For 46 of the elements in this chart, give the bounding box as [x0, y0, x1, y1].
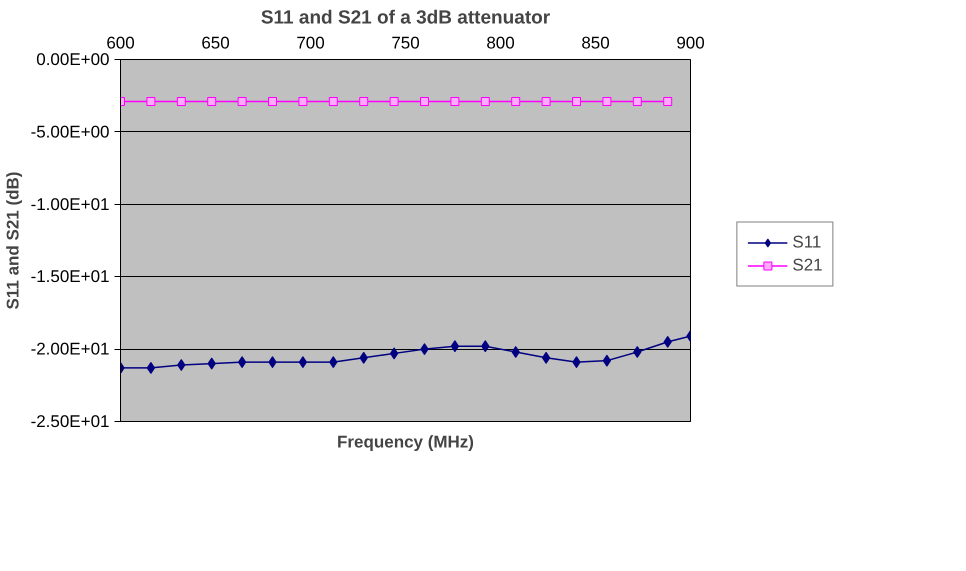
point [542, 352, 550, 364]
y-tick-label: -2.50E+01 [30, 412, 110, 431]
point [390, 347, 398, 360]
x-tick-label: 700 [296, 34, 325, 52]
point [238, 96, 247, 106]
y-tick-label: -5.00E+00 [30, 122, 110, 142]
point [298, 356, 308, 368]
y-tick-label: 0.00E+00 [36, 50, 110, 69]
point [207, 96, 216, 106]
point [632, 96, 642, 106]
point [328, 96, 338, 106]
point [542, 96, 551, 106]
x-tick-label: 850 [581, 34, 610, 52]
x-axis-title: Frequency (MHz) [337, 432, 474, 452]
point [298, 96, 308, 106]
y-tick-label: -1.50E+01 [30, 267, 110, 286]
y-tick-label: -2.00E+01 [30, 340, 110, 359]
point [176, 96, 186, 106]
point [420, 343, 429, 356]
legend-label: S11 [792, 232, 822, 252]
point [390, 96, 399, 106]
point [268, 96, 277, 106]
point [420, 96, 429, 106]
y-tick-label: -1.00E+01 [30, 194, 110, 214]
point [238, 356, 246, 368]
x-tick-label: 900 [676, 34, 705, 52]
point [450, 96, 460, 106]
x-tick-label: 650 [201, 34, 230, 52]
point [663, 96, 672, 106]
point [602, 96, 612, 106]
legend-label: S21 [792, 256, 823, 276]
point [146, 96, 156, 106]
point [268, 356, 277, 368]
point [572, 356, 581, 368]
point [450, 340, 460, 352]
point [480, 96, 490, 106]
y-axis-title: S11 and S21 (dB) [4, 172, 23, 310]
x-tick-label: 600 [106, 34, 135, 52]
point [511, 96, 520, 106]
x-tick-label: 750 [391, 34, 420, 52]
point [572, 96, 581, 106]
point [359, 96, 368, 106]
point [602, 354, 612, 367]
chart-title: S11 and S21 of a 3dB attenuator [260, 8, 551, 28]
x-tick-label: 800 [486, 34, 515, 52]
point [146, 362, 156, 374]
